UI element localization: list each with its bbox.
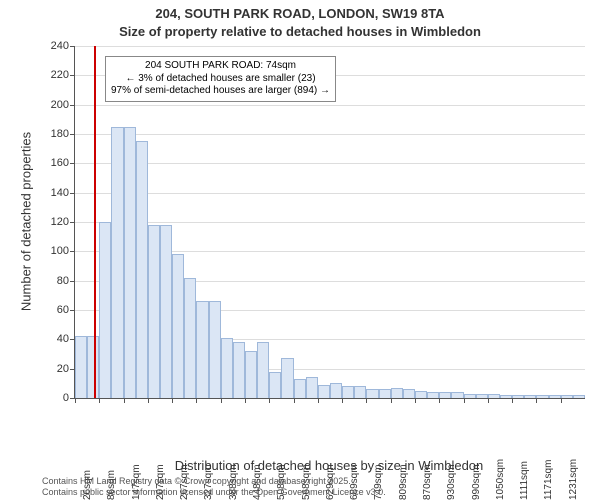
xtick-mark (464, 398, 465, 403)
xtick-mark (245, 398, 246, 403)
gridline (75, 134, 585, 135)
chart-subtitle: Size of property relative to detached ho… (0, 24, 600, 39)
histogram-bar (549, 395, 561, 398)
histogram-bar (111, 127, 123, 398)
histogram-bar (281, 358, 293, 398)
xtick-mark (488, 398, 489, 403)
histogram-bar (451, 392, 463, 398)
histogram-bar (464, 394, 476, 398)
histogram-bar (184, 278, 196, 398)
histogram-bar (87, 336, 99, 398)
annotation-box: 204 SOUTH PARK ROAD: 74sqm ← 3% of detac… (105, 56, 336, 102)
gridline (75, 193, 585, 194)
histogram-bar (196, 301, 208, 398)
xtick-mark (342, 398, 343, 403)
xtick-mark (148, 398, 149, 403)
footer-line-2: Contains public sector information licen… (42, 487, 600, 498)
histogram-bar (269, 372, 281, 398)
histogram-bar (366, 389, 378, 398)
histogram-bar (221, 338, 233, 398)
xtick-mark (99, 398, 100, 403)
ytick-mark (70, 134, 75, 135)
ytick-mark (70, 222, 75, 223)
histogram-bar (439, 392, 451, 398)
xtick-mark (512, 398, 513, 403)
xtick-mark (269, 398, 270, 403)
histogram-bar (573, 395, 585, 398)
xtick-mark (172, 398, 173, 403)
xtick-mark (536, 398, 537, 403)
histogram-bar (330, 383, 342, 398)
histogram-bar (342, 386, 354, 398)
histogram-bar (245, 351, 257, 398)
histogram-bar (415, 391, 427, 398)
xtick-mark (294, 398, 295, 403)
gridline (75, 222, 585, 223)
y-axis-label: Number of detached properties (19, 72, 34, 372)
histogram-bar (99, 222, 111, 398)
ytick-mark (70, 163, 75, 164)
histogram-bar (306, 377, 318, 398)
histogram-bar (391, 388, 403, 398)
ytick-mark (70, 281, 75, 282)
histogram-bar (124, 127, 136, 398)
annotation-line-3: 97% of semi-detached houses are larger (… (111, 85, 330, 98)
histogram-bar (379, 389, 391, 398)
histogram-bar (354, 386, 366, 398)
gridline (75, 46, 585, 47)
histogram-bar (294, 379, 306, 398)
histogram-bar (160, 225, 172, 398)
histogram-bar (488, 394, 500, 398)
xtick-mark (196, 398, 197, 403)
histogram-bar (427, 392, 439, 398)
xtick-mark (124, 398, 125, 403)
chart-footer: Contains HM Land Registry data © Crown c… (0, 476, 600, 498)
histogram-bar (500, 395, 512, 398)
xtick-mark (391, 398, 392, 403)
xtick-mark (318, 398, 319, 403)
histogram-bar (233, 342, 245, 398)
ytick-mark (70, 46, 75, 47)
histogram-bar (209, 301, 221, 398)
histogram-bar (75, 336, 87, 398)
histogram-bar (403, 389, 415, 398)
histogram-bar (561, 395, 573, 398)
chart-title: 204, SOUTH PARK ROAD, LONDON, SW19 8TA (0, 6, 600, 21)
ytick-mark (70, 193, 75, 194)
gridline (75, 163, 585, 164)
xtick-mark (439, 398, 440, 403)
xtick-mark (221, 398, 222, 403)
histogram-bar (476, 394, 488, 398)
ytick-mark (70, 105, 75, 106)
xtick-mark (366, 398, 367, 403)
histogram-bar (148, 225, 160, 398)
ytick-mark (70, 251, 75, 252)
histogram-bar (512, 395, 524, 398)
histogram-bar (257, 342, 269, 398)
histogram-bar (524, 395, 536, 398)
xtick-mark (75, 398, 76, 403)
xtick-mark (415, 398, 416, 403)
histogram-bar (136, 141, 148, 398)
annotation-line-2: ← 3% of detached houses are smaller (23) (111, 73, 330, 86)
plot-area: 02040608010012014016018020022024026sqm86… (74, 46, 585, 399)
chart-container: 204, SOUTH PARK ROAD, LONDON, SW19 8TA S… (0, 0, 600, 500)
x-axis-label: Distribution of detached houses by size … (74, 458, 584, 473)
marker-line (94, 46, 96, 398)
footer-line-1: Contains HM Land Registry data © Crown c… (42, 476, 600, 487)
xtick-mark (561, 398, 562, 403)
ytick-mark (70, 75, 75, 76)
histogram-bar (318, 385, 330, 398)
ytick-mark (70, 310, 75, 311)
gridline (75, 105, 585, 106)
histogram-bar (172, 254, 184, 398)
histogram-bar (536, 395, 548, 398)
annotation-line-1: 204 SOUTH PARK ROAD: 74sqm (111, 60, 330, 73)
